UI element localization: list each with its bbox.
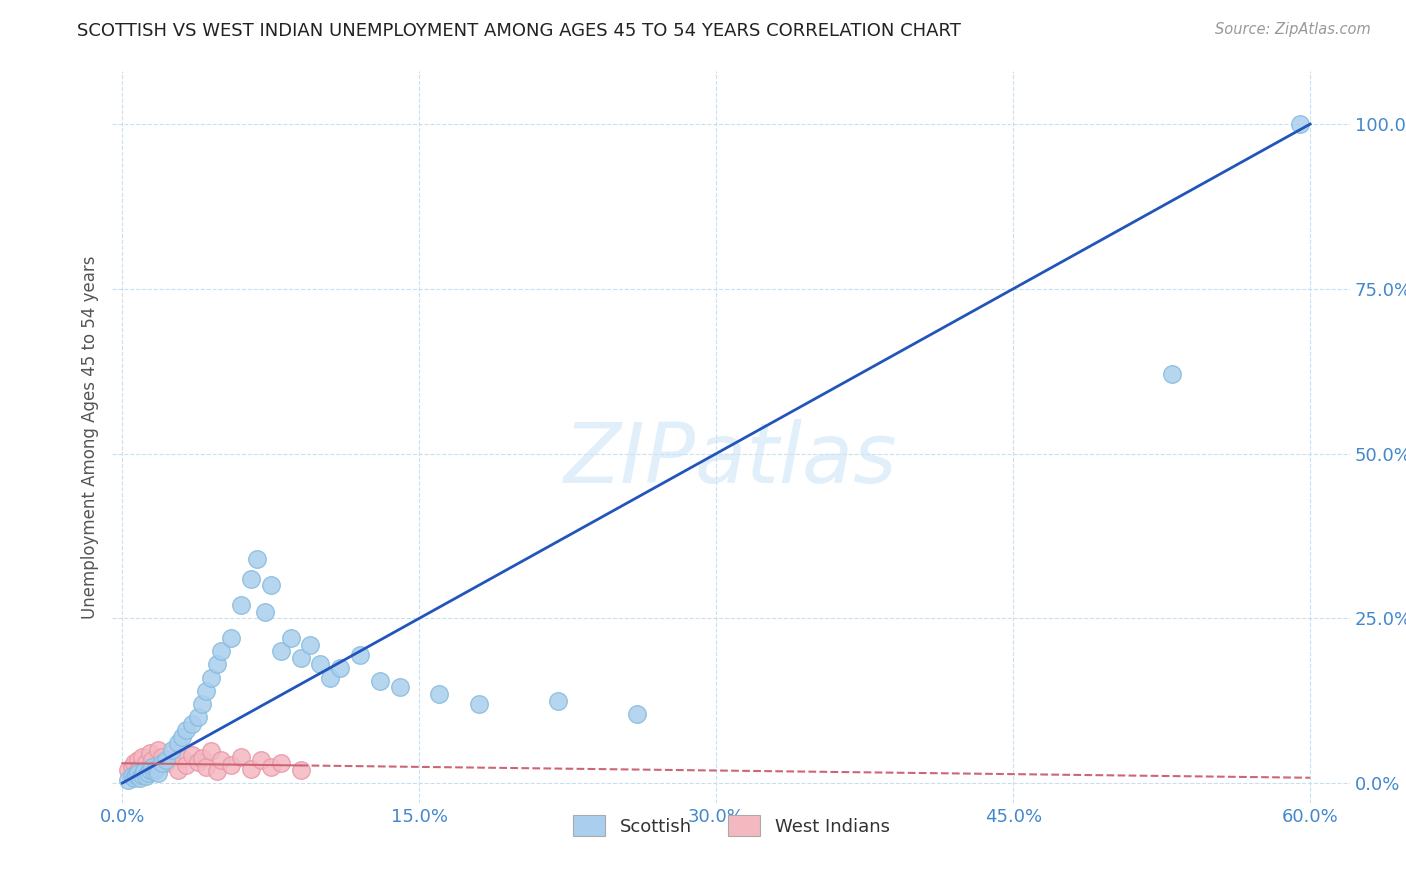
Point [299,638,322,652]
Point [166,737,188,751]
Point [240,572,263,586]
Point [122,771,145,785]
Point [219,757,242,772]
Point [129,759,152,773]
Point [141,753,163,767]
Point [134,763,156,777]
Point [194,683,217,698]
Point [121,769,143,783]
Point [136,766,159,780]
Point [135,769,157,783]
Point [190,751,212,765]
Point [150,756,173,771]
Point [146,743,169,757]
Point [231,598,253,612]
Point [145,762,167,776]
Point [117,772,139,787]
Point [117,763,139,777]
Point [547,693,569,707]
Point [427,687,450,701]
Point [122,756,145,771]
Point [194,759,217,773]
Point [260,578,283,592]
Point [166,763,188,777]
Point [219,631,242,645]
Point [250,753,273,767]
Point [319,671,342,685]
Point [253,605,276,619]
Point [143,764,166,779]
Point [160,747,183,761]
Point [135,756,157,771]
Point [190,697,212,711]
Point [1160,368,1182,382]
Point [121,759,143,773]
Point [136,766,159,780]
Point [270,756,292,771]
Point [127,766,149,780]
Point [170,730,193,744]
Text: Source: ZipAtlas.com: Source: ZipAtlas.com [1215,22,1371,37]
Point [329,661,352,675]
Y-axis label: Unemployment Among Ages 45 to 54 years: Unemployment Among Ages 45 to 54 years [80,255,98,619]
Point [174,757,197,772]
Point [209,644,232,658]
Point [207,657,229,672]
Legend: Scottish, West Indians: Scottish, West Indians [564,806,898,845]
Point [1289,117,1312,131]
Point [127,753,149,767]
Point [160,743,183,757]
Point [146,766,169,780]
Point [155,753,177,767]
Point [467,697,489,711]
Point [187,710,209,724]
Point [388,681,411,695]
Point [174,723,197,738]
Point [139,763,162,777]
Point [180,748,202,763]
Point [240,762,263,776]
Point [200,744,222,758]
Text: ZIPatlas: ZIPatlas [564,418,898,500]
Point [139,747,162,761]
Point [290,650,312,665]
Point [150,749,173,764]
Point [270,644,292,658]
Point [290,763,312,777]
Point [155,756,177,771]
Point [129,771,152,785]
Point [134,764,156,779]
Point [200,671,222,685]
Text: SCOTTISH VS WEST INDIAN UNEMPLOYMENT AMONG AGES 45 TO 54 YEARS CORRELATION CHART: SCOTTISH VS WEST INDIAN UNEMPLOYMENT AMO… [77,22,962,40]
Point [141,759,163,773]
Point [125,768,148,782]
Point [280,631,302,645]
Point [349,648,371,662]
Point [209,753,232,767]
Point [246,552,269,566]
Point [187,755,209,769]
Point [626,706,648,721]
Point [207,764,229,779]
Point [309,657,332,672]
Point [125,766,148,780]
Point [131,749,153,764]
Point [368,673,391,688]
Point [260,759,283,773]
Point [180,716,202,731]
Point [131,768,153,782]
Point [231,749,253,764]
Point [143,759,166,773]
Point [170,751,193,765]
